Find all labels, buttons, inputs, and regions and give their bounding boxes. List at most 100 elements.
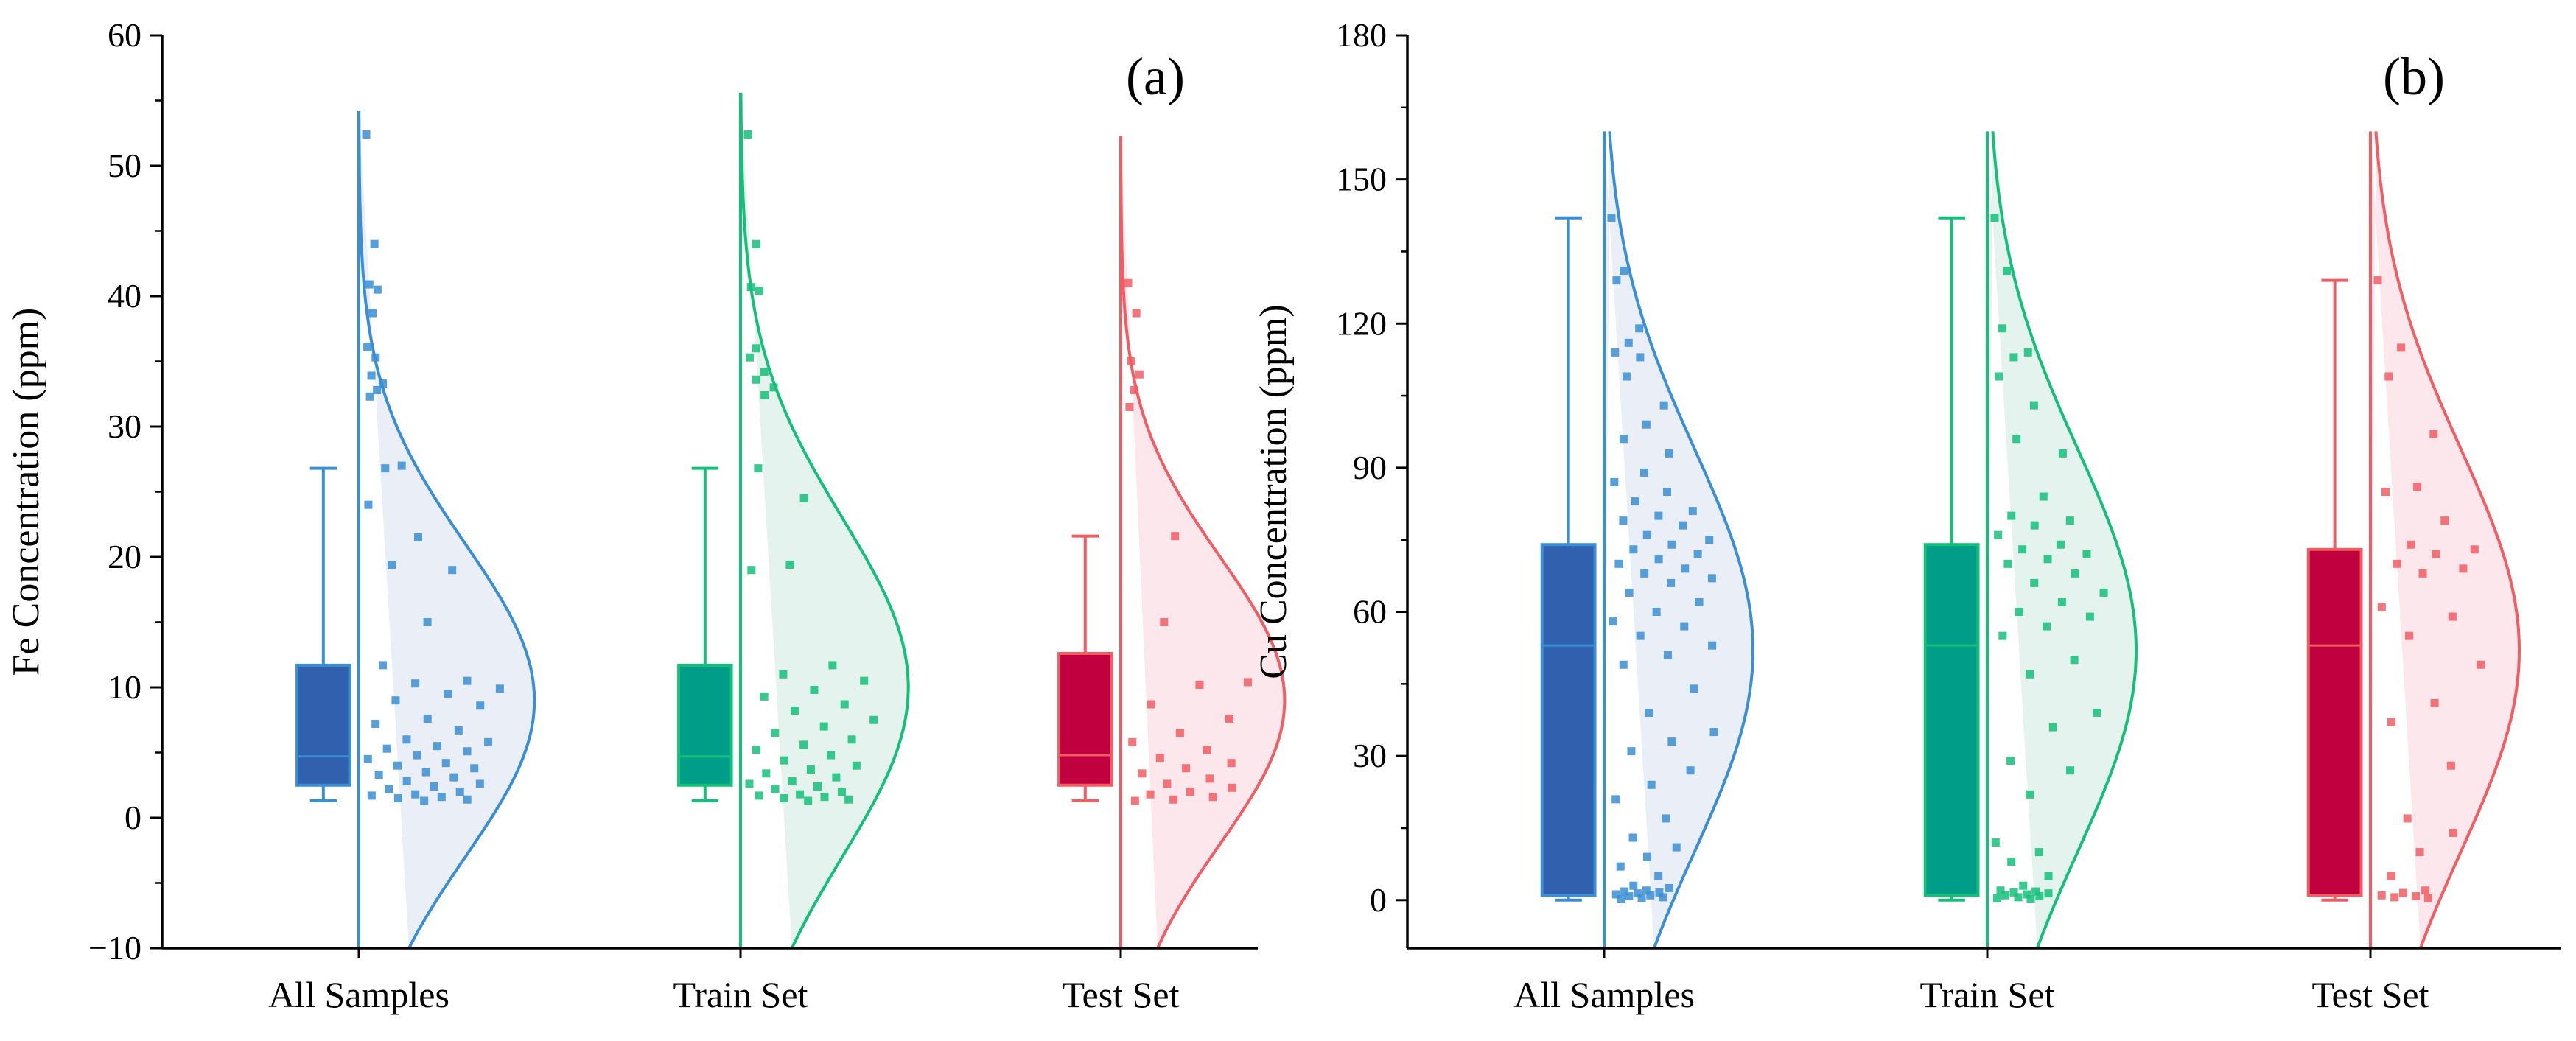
- series-train: [677, 92, 910, 949]
- data-point-all: [423, 618, 432, 626]
- data-point-test: [1132, 309, 1141, 318]
- data-point-train: [2015, 608, 2023, 617]
- data-point-all: [1655, 888, 1664, 897]
- data-point-train: [1993, 894, 2002, 902]
- data-point-train: [755, 791, 763, 800]
- data-point-test: [1205, 774, 1214, 783]
- data-point-train: [799, 494, 808, 502]
- data-point-test: [2377, 603, 2386, 611]
- data-point-all: [402, 735, 411, 744]
- data-point-train: [745, 779, 754, 788]
- data-point-all: [1681, 564, 1690, 573]
- data-point-all: [1695, 597, 1704, 606]
- data-point-test: [1182, 764, 1191, 773]
- data-point-all: [1662, 814, 1670, 823]
- y-axis-title: Cu Concentration (ppm): [1253, 304, 1295, 679]
- data-point-all: [364, 500, 373, 509]
- data-point-train: [1994, 530, 2003, 539]
- data-point-all: [1680, 622, 1689, 631]
- data-point-all: [365, 392, 374, 401]
- data-point-all: [373, 385, 382, 394]
- data-point-all: [402, 777, 411, 785]
- data-point-all: [1637, 894, 1646, 902]
- y-tick-label: 180: [1336, 16, 1387, 54]
- data-point-test: [2477, 660, 2485, 669]
- data-point-train: [2044, 889, 2053, 898]
- data-point-train: [745, 353, 754, 362]
- data-point-all: [1636, 631, 1645, 640]
- data-point-all: [413, 533, 422, 541]
- data-point-all: [371, 353, 380, 362]
- series-all: [1540, 131, 1754, 949]
- y-tick-label: 30: [108, 407, 141, 445]
- data-point-all: [476, 701, 485, 710]
- data-point-train: [2070, 656, 2079, 665]
- density-fill-test: [1121, 136, 1285, 948]
- data-point-train: [837, 788, 846, 796]
- data-point-test: [2470, 545, 2479, 554]
- data-point-train: [2085, 612, 2094, 621]
- data-point-all: [1642, 886, 1651, 895]
- data-point-all: [362, 130, 371, 139]
- data-point-train: [2048, 723, 2057, 732]
- y-tick-label: 150: [1336, 161, 1387, 198]
- data-point-all: [433, 742, 441, 751]
- data-point-all: [373, 285, 382, 294]
- density-curve-all: [1608, 131, 1754, 949]
- data-point-train: [1998, 324, 2006, 333]
- data-point-test: [2415, 848, 2424, 857]
- density-curve-train: [1991, 131, 2138, 949]
- data-point-test: [1225, 714, 1233, 723]
- data-point-train: [2071, 569, 2079, 578]
- data-point-train: [840, 700, 849, 709]
- data-point-train: [832, 773, 841, 782]
- data-point-test: [2373, 276, 2382, 285]
- data-point-test: [1127, 357, 1135, 365]
- series-test: [2306, 131, 2521, 949]
- density-fill-test: [2370, 131, 2519, 948]
- data-point-all: [1659, 401, 1668, 410]
- data-point-train: [2003, 559, 2012, 568]
- data-point-train: [2066, 766, 2075, 775]
- y-tick-label: 10: [108, 668, 141, 706]
- data-point-all: [1707, 574, 1716, 583]
- data-point-all: [448, 566, 457, 575]
- data-point-all: [1667, 578, 1676, 587]
- data-point-train: [827, 751, 836, 760]
- data-point-all: [391, 696, 400, 705]
- data-point-all: [1625, 588, 1634, 597]
- data-point-all: [1611, 348, 1620, 357]
- data-point-train: [2023, 348, 2032, 357]
- data-point-train: [2007, 511, 2016, 520]
- data-point-all: [397, 461, 406, 470]
- series-all: [295, 111, 536, 949]
- series-test: [1057, 136, 1287, 949]
- data-point-train: [780, 793, 788, 802]
- y-tick-label: 30: [1353, 737, 1387, 774]
- data-point-train: [2012, 435, 2021, 444]
- panel-label: (b): [2383, 47, 2445, 106]
- data-point-all: [1659, 893, 1667, 902]
- data-point-all: [388, 561, 396, 569]
- chart-panel-b: All Samples Train Set Test Set 0 30 60 90 120 15…: [1253, 16, 2561, 1015]
- data-point-train: [804, 796, 813, 805]
- data-point-train: [820, 793, 829, 802]
- y-tick-label: 60: [108, 16, 141, 54]
- data-point-train: [2031, 887, 2040, 896]
- data-point-test: [1186, 788, 1195, 796]
- data-point-all: [1612, 276, 1621, 285]
- data-point-train: [2019, 881, 2028, 890]
- density-curve-all: [357, 111, 536, 949]
- data-point-all: [1693, 550, 1702, 558]
- data-point-train: [869, 715, 878, 724]
- data-point-all: [382, 744, 391, 753]
- data-point-train: [746, 283, 755, 292]
- x-tick-label: Test Set: [2312, 974, 2429, 1015]
- data-point-test: [2381, 488, 2390, 496]
- data-point-all: [1708, 641, 1717, 650]
- data-point-test: [2459, 564, 2468, 573]
- data-point-test: [1171, 532, 1180, 541]
- data-point-test: [1130, 796, 1139, 805]
- data-point-all: [1611, 890, 1620, 899]
